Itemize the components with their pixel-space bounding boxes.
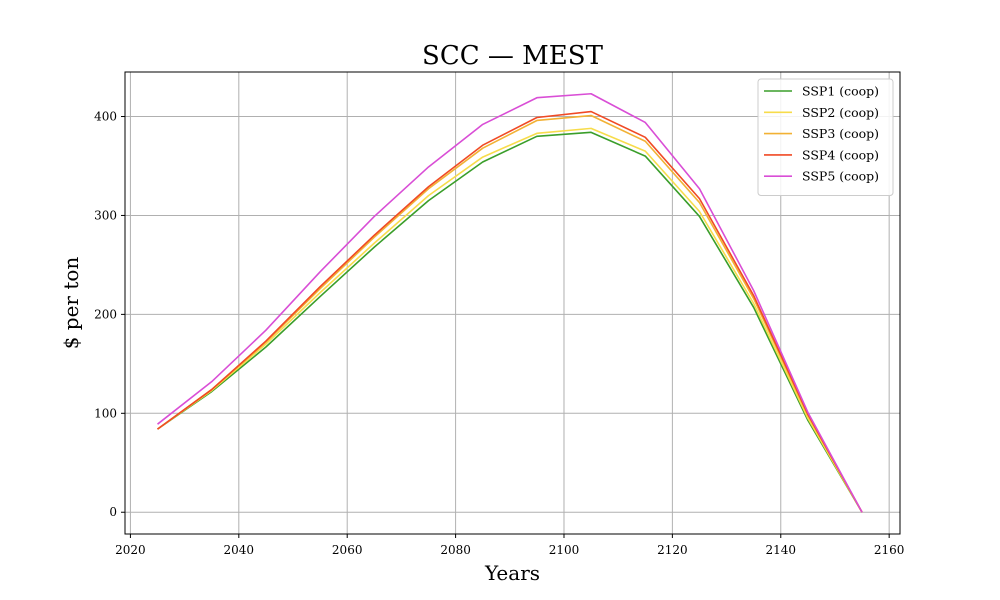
legend-entry-label: SSP5 (coop) [802,169,879,184]
legend-entry-label: SSP2 (coop) [802,105,879,120]
x-tick-label: 2060 [332,543,363,557]
y-tick-label: 300 [94,208,117,222]
series-line-ssp2-coop [157,127,863,513]
y-axis-label: $ per ton [59,257,83,350]
chart-title: SCC — MEST [422,41,604,71]
x-tick-label: 2020 [115,543,146,557]
series-line-ssp1-coop [157,131,863,513]
x-axis-ticks: 2020 2040 2060 2080 2100 2120 2140 2160 [115,534,904,557]
series-line-ssp5-coop [157,92,863,513]
x-tick-label: 2140 [765,543,796,557]
x-tick-label: 2160 [874,543,905,557]
x-tick-label: 2040 [224,543,255,557]
legend-entry-label: SSP4 (coop) [802,147,879,162]
y-tick-label: 400 [94,110,117,124]
series-layer [157,92,863,513]
y-tick-label: 100 [94,406,117,420]
legend-entry-label: SSP1 (coop) [802,84,879,99]
x-axis-label: Years [484,561,540,585]
y-tick-label: 200 [94,307,117,321]
series-line-ssp4-coop [157,110,863,513]
plot-frame [124,71,901,535]
legend: SSP1 (coop) SSP2 (coop) SSP3 (coop) SSP4 (c… [757,78,894,196]
x-tick-label: 2100 [549,543,580,557]
legend-entry-label: SSP3 (coop) [802,126,879,141]
x-tick-label: 2120 [657,543,688,557]
y-tick-label: 0 [109,505,117,519]
x-tick-label: 2080 [440,543,471,557]
series-line-ssp3-coop [157,114,863,513]
legend-box [757,78,894,196]
y-axis-ticks: 0 100 200 300 400 [94,110,125,519]
